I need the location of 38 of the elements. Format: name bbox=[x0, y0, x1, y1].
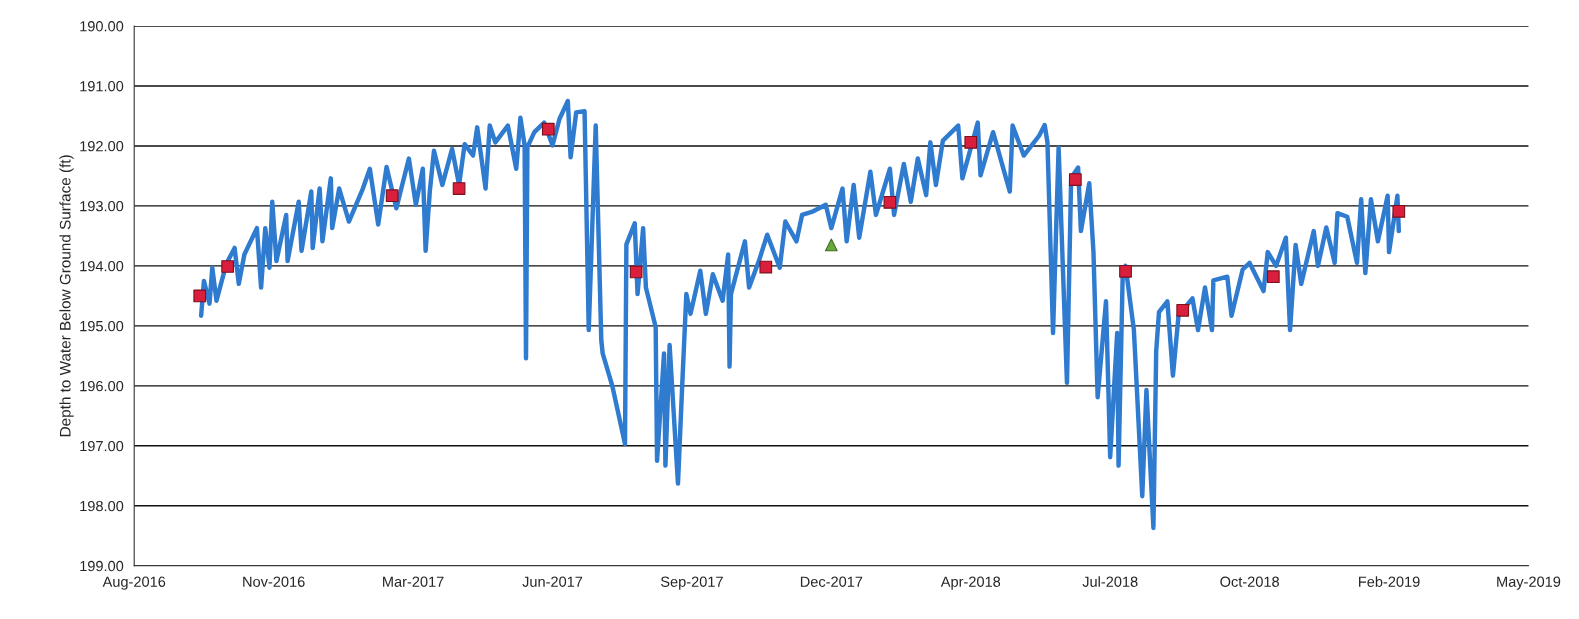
line-series bbox=[198, 98, 1402, 531]
x-tick-label: Jul-2018 bbox=[1082, 576, 1138, 587]
point bbox=[1266, 270, 1280, 284]
point bbox=[824, 238, 838, 252]
y-tick-label: 191.00 bbox=[80, 81, 124, 92]
y-tick-label: 194.00 bbox=[80, 261, 124, 272]
x-tick-label: Oct-2018 bbox=[1220, 576, 1279, 587]
point bbox=[629, 265, 643, 279]
y-tick-label: 199.00 bbox=[80, 560, 124, 572]
y-tick-label: 193.00 bbox=[80, 201, 124, 212]
y-tick-label: 197.00 bbox=[80, 440, 124, 452]
y-axis-title: Depth to Water Below Ground Surface (ft) bbox=[59, 155, 74, 437]
y-tick-label: 196.00 bbox=[80, 380, 124, 392]
point bbox=[759, 260, 773, 274]
point bbox=[221, 260, 234, 273]
y-tick-label: 195.00 bbox=[80, 320, 124, 332]
x-tick-label: Aug-2016 bbox=[102, 576, 166, 590]
x-tick-label: Dec-2017 bbox=[800, 576, 863, 587]
point bbox=[385, 189, 399, 203]
x-tick-label: Mar-2017 bbox=[383, 576, 444, 587]
x-tick-label: Jun-2017 bbox=[522, 576, 583, 587]
point bbox=[452, 182, 466, 195]
point bbox=[1068, 173, 1082, 186]
point bbox=[1176, 303, 1190, 317]
y-tick-label: 192.00 bbox=[80, 141, 124, 152]
y-tick-label: 198.00 bbox=[80, 500, 124, 512]
point bbox=[883, 195, 897, 209]
point bbox=[964, 135, 978, 149]
x-tick-label: Feb-2019 bbox=[1359, 576, 1420, 587]
x-tick-label: May-2019 bbox=[1497, 576, 1561, 590]
point bbox=[193, 289, 207, 303]
y-tick-label: 190.00 bbox=[80, 21, 124, 32]
x-tick-label: Sep-2017 bbox=[660, 576, 723, 590]
point bbox=[1392, 204, 1406, 218]
point bbox=[541, 122, 555, 136]
x-tick-label: Apr-2018 bbox=[940, 576, 1001, 590]
x-tick-label: Nov-2016 bbox=[243, 576, 305, 587]
point bbox=[1119, 264, 1132, 278]
